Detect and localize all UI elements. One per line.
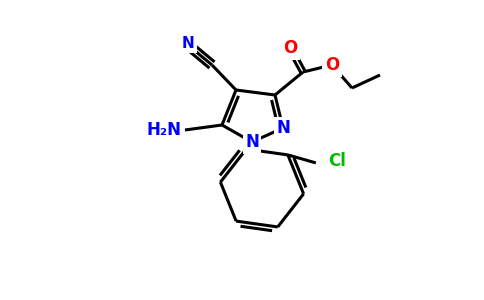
Text: O: O: [325, 56, 339, 74]
Text: N: N: [245, 133, 259, 151]
Text: O: O: [283, 39, 297, 57]
Text: N: N: [276, 119, 290, 137]
Text: H₂N: H₂N: [146, 121, 181, 139]
Text: N: N: [182, 35, 195, 50]
Text: Cl: Cl: [328, 152, 346, 170]
